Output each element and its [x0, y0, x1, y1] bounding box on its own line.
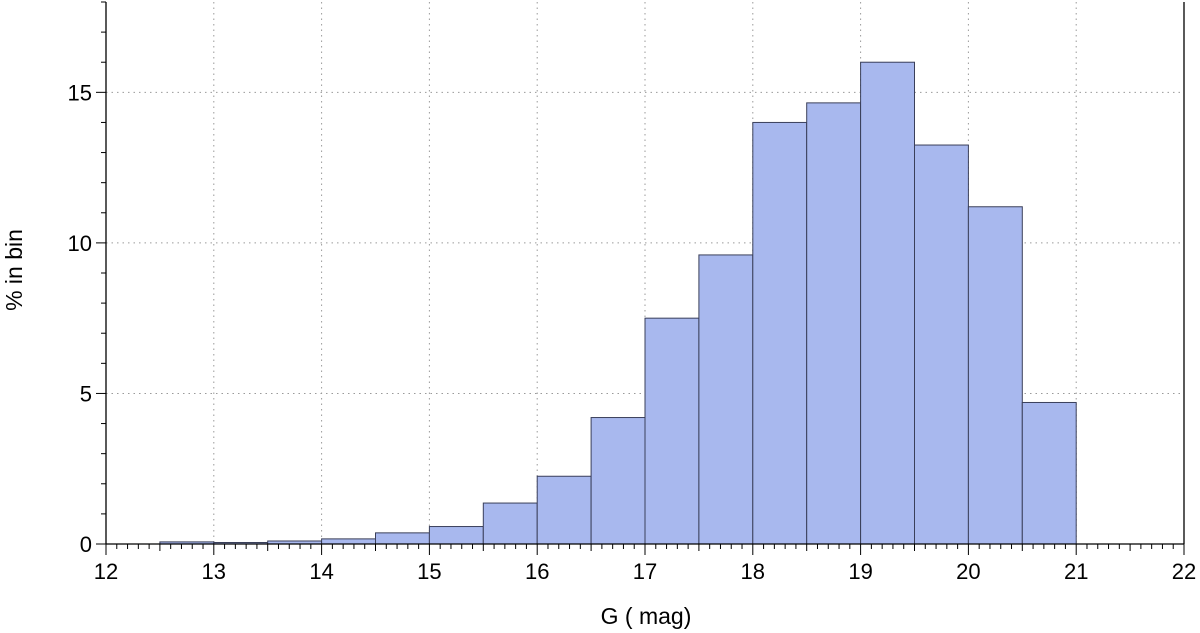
histogram-bar — [806, 102, 862, 545]
x-tick-label: 13 — [202, 559, 226, 584]
y-tick-label: 0 — [80, 532, 92, 557]
histogram-bar — [536, 475, 592, 545]
x-tick-label: 21 — [1064, 559, 1088, 584]
histogram-bar — [752, 121, 808, 545]
x-tick-label: 12 — [94, 559, 118, 584]
x-axis-ticks: 12 13 14 15 16 17 18 19 20 21 22 — [94, 544, 1196, 584]
histogram-bars — [159, 61, 1077, 545]
x-tick-label: 17 — [633, 559, 657, 584]
x-axis-label: G ( mag) — [601, 603, 692, 629]
x-tick-label: 20 — [956, 559, 980, 584]
x-tick-label: 22 — [1172, 559, 1196, 584]
histogram-bar — [590, 417, 646, 545]
histogram-bar — [860, 61, 915, 545]
histogram-bar — [1021, 401, 1077, 545]
histogram-bar — [644, 317, 700, 545]
histogram-bar — [967, 206, 1023, 545]
x-tick-label: 16 — [525, 559, 549, 584]
histogram-bar — [321, 538, 377, 545]
histogram-bar — [428, 526, 484, 545]
histogram-bar — [698, 254, 754, 545]
x-tick-label: 18 — [741, 559, 765, 584]
histogram-bar — [482, 502, 538, 545]
y-axis-label: % in bin — [1, 229, 27, 311]
y-tick-label: 5 — [80, 381, 92, 406]
y-axis-ticks: 0 5 10 15 — [68, 1, 106, 557]
x-tick-label: 19 — [848, 559, 872, 584]
histogram-bar — [375, 532, 430, 545]
x-tick-label: 14 — [309, 559, 333, 584]
y-tick-label: 15 — [68, 80, 92, 105]
x-tick-label: 15 — [417, 559, 441, 584]
y-tick-label: 10 — [68, 231, 92, 256]
histogram-bar — [914, 144, 969, 545]
